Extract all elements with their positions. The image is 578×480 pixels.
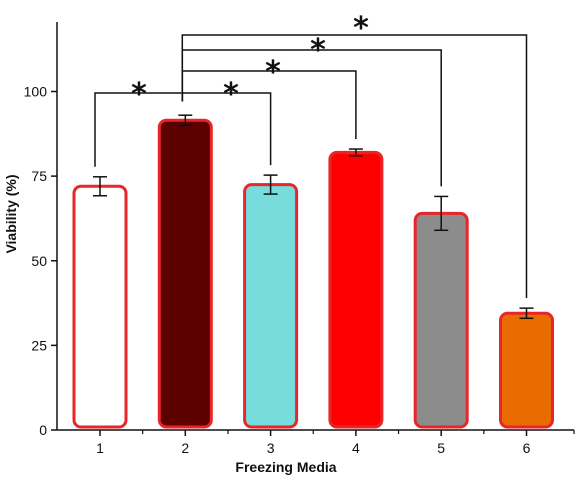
y-tick-label: 25 [31, 337, 47, 353]
x-ticks-group: 1 2 3 4 5 6 [96, 430, 575, 456]
error-bars-group [93, 114, 534, 320]
x-tick-label: 3 [267, 440, 275, 456]
y-tick-label: 0 [39, 422, 47, 438]
significance-star: * [131, 77, 147, 112]
x-tick-label: 6 [523, 440, 531, 456]
significance-brackets-group: * * * * * [94, 11, 528, 299]
bar [328, 150, 384, 429]
bar [499, 311, 554, 429]
y-tick-label: 100 [24, 84, 48, 100]
x-tick-label: 4 [352, 440, 360, 456]
significance-star: * [223, 77, 239, 112]
bar [243, 183, 299, 429]
x-tick-label: 1 [96, 440, 104, 456]
x-tick-label: 5 [437, 440, 445, 456]
y-tick-label: 50 [31, 253, 47, 269]
significance-star: * [353, 11, 369, 46]
x-axis-title: Freezing Media [235, 459, 336, 475]
bar [413, 211, 469, 429]
x-tick-label: 2 [181, 440, 189, 456]
bars-group [72, 118, 554, 429]
bar [72, 184, 128, 429]
y-tick-label: 75 [31, 168, 47, 184]
significance-bracket [181, 34, 528, 299]
significance-star: * [265, 55, 281, 90]
significance-star: * [310, 33, 326, 68]
y-ticks-group: 0 25 50 75 100 [24, 84, 57, 438]
y-axis-title: Viability (%) [3, 174, 19, 253]
bar [157, 118, 213, 429]
